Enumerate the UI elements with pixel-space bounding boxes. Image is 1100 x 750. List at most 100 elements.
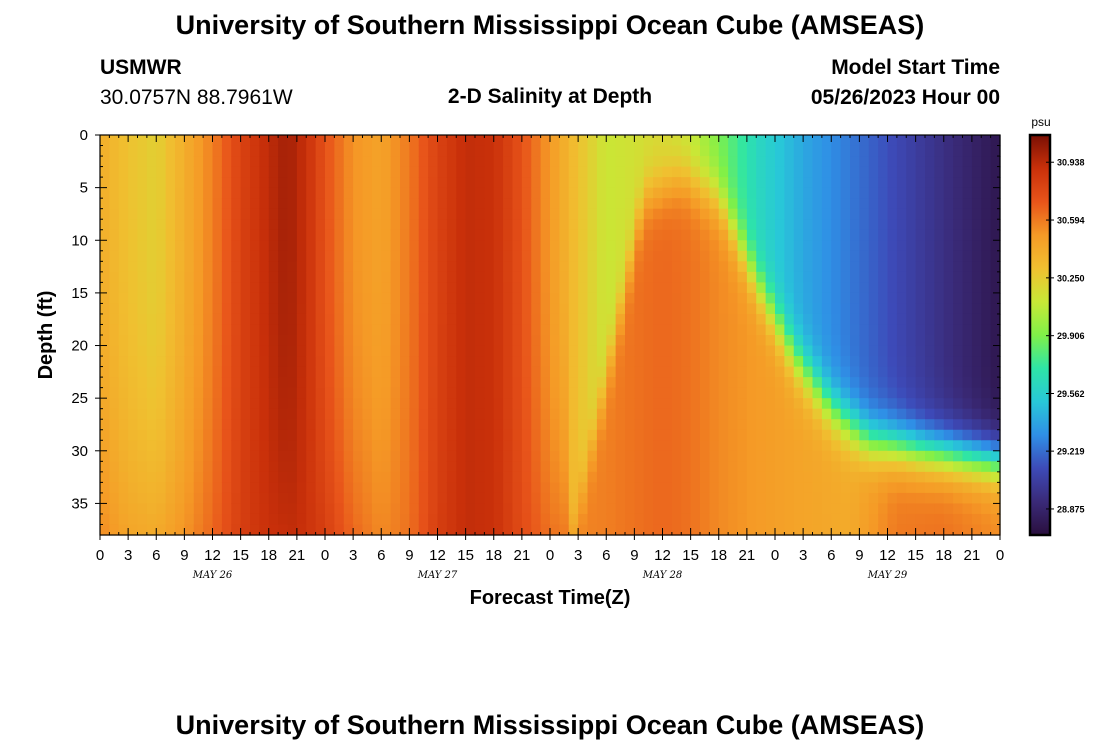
heatmap-cell	[821, 313, 832, 326]
heatmap-cell	[287, 356, 298, 368]
heatmap-cell	[700, 240, 710, 252]
heatmap-cell	[400, 271, 410, 283]
heatmap-cell	[156, 377, 167, 389]
heatmap-cell	[118, 377, 129, 389]
heatmap-cell	[475, 366, 485, 378]
heatmap-cell	[165, 303, 176, 315]
heatmap-cell	[184, 145, 195, 157]
x-axis-label: Forecast Time(Z)	[470, 587, 631, 609]
heatmap-cell	[943, 145, 954, 157]
heatmap-cell	[193, 135, 204, 147]
heatmap-cell	[690, 492, 701, 505]
heatmap-cell	[278, 440, 289, 452]
heatmap-cell	[503, 219, 514, 231]
heatmap-cell	[521, 240, 532, 252]
heatmap-cell	[203, 387, 214, 399]
heatmap-cell	[578, 492, 589, 505]
heatmap-cell	[250, 198, 260, 210]
heatmap-cell	[203, 335, 214, 347]
heatmap-cell	[634, 524, 645, 536]
heatmap-cell	[109, 513, 120, 526]
heatmap-cell	[746, 429, 757, 441]
heatmap-cell	[409, 345, 420, 357]
heatmap-cell	[793, 387, 804, 399]
heatmap-cell	[690, 513, 701, 526]
heatmap-cell	[390, 429, 401, 441]
heatmap-cell	[512, 292, 523, 305]
heatmap-cell	[100, 450, 110, 462]
heatmap-cell	[878, 219, 889, 231]
heatmap-cell	[793, 356, 804, 368]
heatmap-cell	[700, 482, 710, 494]
heatmap-cell	[709, 492, 720, 505]
heatmap-cell	[268, 271, 279, 283]
x-tick-label: 9	[630, 547, 638, 564]
heatmap-cell	[540, 198, 551, 210]
heatmap-cell	[531, 145, 542, 157]
heatmap-cell	[146, 440, 157, 452]
heatmap-cell	[606, 440, 617, 452]
heatmap-cell	[568, 177, 579, 189]
heatmap-cell	[943, 356, 954, 368]
heatmap-cell	[306, 324, 317, 336]
heatmap-cell	[615, 240, 626, 252]
heatmap-cell	[681, 208, 692, 220]
heatmap-cell	[550, 450, 560, 462]
heatmap-cell	[850, 356, 860, 368]
heatmap-cell	[343, 387, 354, 399]
heatmap-cell	[156, 292, 167, 305]
heatmap-cell	[428, 482, 439, 494]
heatmap-cell	[840, 366, 851, 378]
heatmap-cell	[203, 356, 214, 368]
heatmap-cell	[146, 450, 157, 462]
heatmap-cell	[559, 408, 570, 420]
heatmap-cell	[859, 461, 870, 473]
heatmap-cell	[475, 440, 485, 452]
heatmap-cell	[343, 303, 354, 315]
heatmap-cell	[831, 292, 842, 305]
heatmap-cell	[550, 177, 560, 189]
heatmap-cell	[493, 419, 504, 431]
heatmap-cell	[812, 377, 823, 389]
heatmap-cell	[221, 240, 232, 252]
heatmap-cell	[653, 135, 664, 147]
heatmap-cell	[990, 419, 1001, 431]
heatmap-cell	[118, 471, 129, 483]
heatmap-cell	[821, 356, 832, 368]
heatmap-cell	[746, 366, 757, 378]
heatmap-cell	[353, 271, 364, 283]
heatmap-cell	[118, 271, 129, 283]
heatmap-cell	[737, 408, 748, 420]
heatmap-cell	[634, 345, 645, 357]
heatmap-cell	[840, 440, 851, 452]
heatmap-cell	[906, 240, 917, 252]
heatmap-cell	[700, 292, 710, 305]
heatmap-cell	[259, 135, 270, 147]
heatmap-cell	[128, 429, 139, 441]
heatmap-cell	[915, 335, 926, 347]
heatmap-cell	[784, 303, 795, 315]
heatmap-cell	[606, 135, 617, 147]
heatmap-cell	[325, 398, 335, 410]
heatmap-cell	[371, 524, 382, 536]
heatmap-cell	[906, 261, 917, 273]
heatmap-cell	[193, 177, 204, 189]
heatmap-cell	[400, 156, 410, 168]
heatmap-cell	[315, 271, 326, 283]
heatmap-cell	[690, 156, 701, 168]
heatmap-cell	[953, 177, 964, 189]
heatmap-cell	[915, 387, 926, 399]
heatmap-cell	[568, 450, 579, 462]
heatmap-cell	[315, 187, 326, 199]
heatmap-cell	[184, 503, 195, 515]
heatmap-cell	[315, 345, 326, 357]
heatmap-cell	[465, 187, 476, 199]
heatmap-cell	[859, 156, 870, 168]
heatmap-cell	[568, 145, 579, 157]
heatmap-cell	[100, 156, 110, 168]
heatmap-cell	[390, 492, 401, 505]
heatmap-cell	[718, 313, 729, 326]
heatmap-cell	[100, 261, 110, 273]
heatmap-cell	[578, 313, 589, 326]
heatmap-cell	[934, 387, 945, 399]
